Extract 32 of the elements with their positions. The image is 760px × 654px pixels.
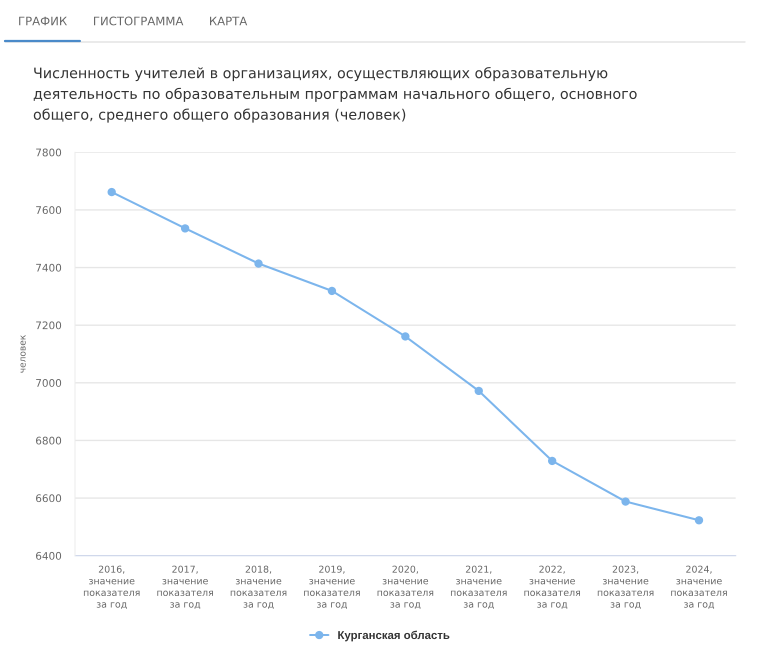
y-tick-label: 6600 [36, 494, 62, 502]
x-tick-label: 2022, значение показателя за год [524, 566, 580, 609]
x-tick-label: 2024, значение показателя за год [671, 566, 727, 609]
point [108, 188, 116, 196]
text: ГРАФИК [19, 16, 67, 26]
text: ГИСТОГРАММА [94, 16, 184, 26]
point [180, 224, 190, 233]
legend-label: Курганская область [338, 630, 450, 642]
point [254, 259, 263, 268]
x-tick-label: 2020, значение показателя за год [378, 566, 434, 609]
point [621, 497, 630, 506]
y-axis-title: человек [20, 335, 26, 373]
y-tick-label: 7800 [36, 148, 62, 156]
y-tick-label: 7400 [36, 264, 62, 272]
y-tick-label: 7600 [36, 206, 62, 214]
x-tick-label: 2016, значение показателя за год [84, 566, 140, 609]
y-tick-label: 7200 [36, 321, 62, 330]
y-tick-label: 6400 [36, 552, 62, 560]
x-tick-label: 2023, значение показателя за год [598, 566, 654, 609]
point [401, 332, 410, 341]
x-tick-label: 2021, значение показателя за год [450, 566, 507, 609]
point [474, 386, 483, 396]
x-tick-label: 2018, значение показателя за год [230, 566, 286, 609]
point [548, 456, 556, 466]
x-tick-label: 2017, значение показателя за год [157, 566, 213, 609]
y-tick-label: 6800 [36, 436, 62, 445]
point [694, 516, 704, 524]
point [328, 286, 336, 296]
chart-title: Численность учителей в организациях, осуществляющих образовательную деятельность по образовательным программам начального общего, основного общего, среднего общего образования (человек) [34, 67, 637, 123]
x-tick-label: 2019, значение показателя за год [304, 566, 360, 609]
y-tick-label: 7000 [36, 379, 62, 387]
text: КАРТА [210, 16, 248, 26]
